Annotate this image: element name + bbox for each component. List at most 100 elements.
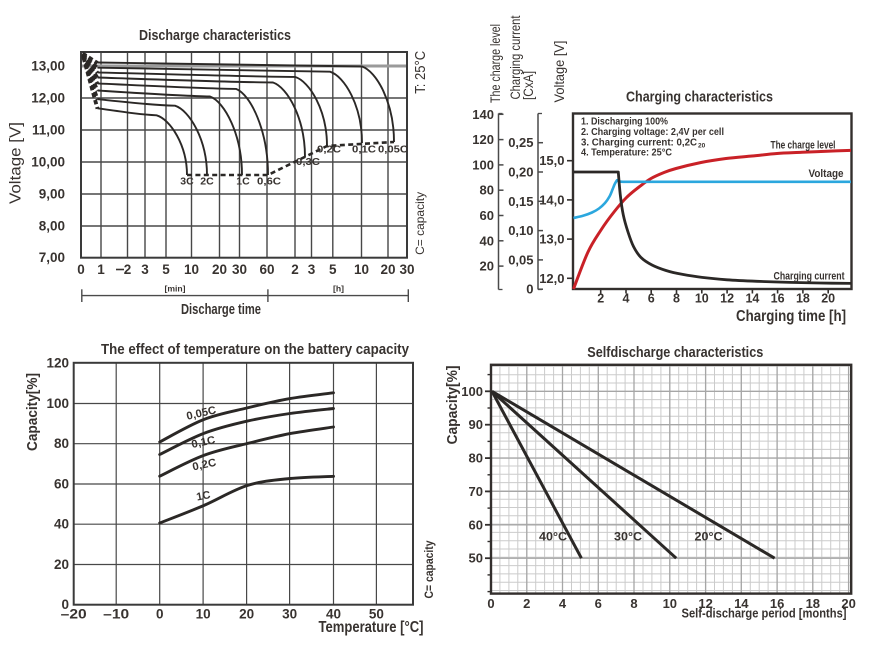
svg-text:Capacity[%]: Capacity[%]: [24, 373, 41, 451]
svg-text:70: 70: [469, 484, 483, 499]
svg-text:0: 0: [61, 597, 69, 612]
svg-text:C= capacity: C= capacity: [422, 540, 436, 598]
svg-text:40: 40: [326, 607, 341, 622]
svg-text:10: 10: [354, 262, 369, 277]
svg-text:16: 16: [771, 292, 785, 306]
svg-text:2: 2: [124, 262, 132, 277]
svg-text:14: 14: [734, 596, 749, 611]
svg-text:20: 20: [841, 596, 855, 611]
svg-text:60: 60: [54, 477, 69, 492]
svg-text:40°C: 40°C: [539, 530, 567, 544]
svg-text:[CxA]: [CxA]: [520, 71, 536, 100]
svg-text:2: 2: [523, 596, 530, 611]
svg-text:13,00: 13,00: [31, 59, 65, 74]
svg-text:Voltage [V]: Voltage [V]: [551, 41, 567, 103]
svg-text:20: 20: [698, 143, 706, 150]
svg-text:12: 12: [720, 292, 734, 306]
svg-text:30: 30: [232, 262, 247, 277]
svg-text:3C: 3C: [180, 176, 194, 188]
svg-text:0: 0: [487, 596, 494, 611]
svg-text:Charging current: Charging current: [774, 271, 845, 283]
svg-text:20: 20: [239, 607, 254, 622]
svg-text:Voltage: Voltage: [809, 168, 844, 180]
svg-text:0,20: 0,20: [508, 165, 533, 180]
svg-text:30: 30: [399, 262, 414, 277]
svg-text:4: 4: [559, 596, 567, 611]
svg-text:2C: 2C: [200, 176, 214, 188]
svg-text:3. Charging current: 0,2C: 3. Charging current: 0,2C: [581, 137, 698, 148]
svg-text:10: 10: [663, 596, 677, 611]
svg-text:0,1C: 0,1C: [352, 144, 376, 156]
svg-text:120: 120: [472, 132, 494, 147]
svg-text:3: 3: [308, 262, 316, 277]
svg-text:50: 50: [469, 551, 483, 566]
svg-text:100: 100: [472, 157, 494, 172]
svg-text:8,00: 8,00: [39, 219, 65, 234]
svg-text:13,0: 13,0: [539, 232, 564, 247]
svg-text:0,1C: 0,1C: [190, 434, 216, 451]
svg-text:20: 20: [480, 259, 494, 274]
svg-text:7,00: 7,00: [39, 250, 65, 265]
svg-text:1C: 1C: [236, 176, 250, 188]
svg-text:10: 10: [184, 262, 199, 277]
svg-text:Charging current: Charging current: [507, 15, 523, 99]
svg-text:5: 5: [329, 262, 337, 277]
svg-text:12,00: 12,00: [31, 91, 65, 106]
svg-text:[min]: [min]: [165, 284, 186, 294]
svg-text:0,25: 0,25: [508, 135, 533, 150]
svg-text:4. Temperature: 25°C: 4. Temperature: 25°C: [581, 148, 672, 159]
svg-text:0,2C: 0,2C: [191, 457, 217, 474]
svg-text:0: 0: [526, 282, 533, 297]
svg-text:100: 100: [461, 384, 483, 399]
svg-text:–20: –20: [61, 607, 87, 622]
svg-text:C= capacity: C= capacity: [413, 192, 427, 255]
svg-text:Selfdischarge characteristics: Selfdischarge characteristics: [587, 344, 763, 361]
svg-text:20: 20: [821, 292, 835, 306]
svg-text:6: 6: [648, 292, 655, 306]
svg-text:4: 4: [623, 292, 630, 306]
svg-text:Voltage [V]: Voltage [V]: [8, 122, 25, 204]
svg-text:Temperature [°C]: Temperature [°C]: [319, 619, 424, 636]
svg-text:Capacity[%]: Capacity[%]: [445, 365, 461, 444]
svg-text:60: 60: [469, 517, 483, 532]
svg-text:20°C: 20°C: [695, 530, 723, 544]
svg-text:20: 20: [54, 557, 69, 572]
svg-text:16: 16: [770, 596, 784, 611]
svg-text:18: 18: [806, 596, 820, 611]
svg-text:14,0: 14,0: [539, 192, 564, 207]
svg-text:Discharge time: Discharge time: [181, 301, 261, 318]
svg-text:10,00: 10,00: [31, 155, 65, 170]
svg-text:140: 140: [472, 107, 494, 122]
svg-text:50: 50: [369, 607, 384, 622]
svg-text:3: 3: [141, 262, 149, 277]
svg-text:0,15: 0,15: [508, 194, 533, 209]
svg-text:15,0: 15,0: [539, 153, 564, 168]
svg-text:2: 2: [291, 262, 299, 277]
svg-text:The charge level: The charge level: [487, 24, 503, 103]
svg-text:0: 0: [77, 262, 85, 277]
svg-text:Self-discharge period [months]: Self-discharge period [months]: [682, 606, 847, 621]
svg-text:40: 40: [480, 233, 494, 248]
svg-text:2. Charging voltage: 2,4V per: 2. Charging voltage: 2,4V per cell: [581, 127, 724, 138]
svg-text:0,10: 0,10: [508, 223, 533, 238]
svg-text:6: 6: [595, 596, 602, 611]
svg-text:[h]: [h]: [333, 284, 344, 294]
svg-text:30: 30: [282, 607, 297, 622]
svg-text:60: 60: [259, 262, 274, 277]
svg-text:80: 80: [54, 436, 69, 451]
svg-text:40: 40: [54, 517, 69, 532]
svg-text:60: 60: [480, 208, 494, 223]
svg-text:10: 10: [196, 607, 211, 622]
svg-text:Charging characteristics: Charging characteristics: [626, 89, 773, 106]
svg-text:20: 20: [212, 262, 227, 277]
svg-text:11,00: 11,00: [32, 123, 65, 138]
svg-text:80: 80: [480, 183, 494, 198]
svg-text:0,6C: 0,6C: [257, 176, 281, 188]
svg-text:Charging time [h]: Charging time [h]: [736, 308, 846, 325]
svg-text:Discharge characteristics: Discharge characteristics: [139, 27, 291, 44]
svg-text:8: 8: [630, 596, 637, 611]
svg-text:1. Discharging 100%: 1. Discharging 100%: [581, 117, 668, 128]
svg-text:1C: 1C: [195, 489, 211, 503]
svg-text:0: 0: [156, 607, 164, 622]
svg-text:14: 14: [745, 292, 759, 306]
